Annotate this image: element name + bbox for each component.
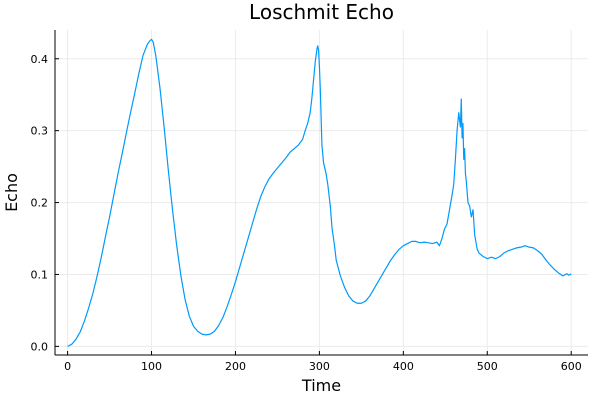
x-tick-label: 0	[64, 360, 71, 373]
x-tick-label: 400	[393, 360, 414, 373]
x-tick-label: 200	[225, 360, 246, 373]
y-axis-label: Echo	[2, 173, 21, 212]
y-tick-label: 0.0	[31, 340, 49, 353]
grid	[55, 30, 588, 355]
series	[67, 38, 572, 347]
x-axis-label: Time	[301, 376, 341, 395]
ticks: 0 100 200 300 400 500 600 0.0 0.1 0.2 0.3 0.4	[31, 53, 582, 373]
x-tick-label: 600	[561, 360, 582, 373]
y-tick-label: 0.4	[31, 53, 49, 66]
y-tick-label: 0.2	[31, 197, 49, 210]
x-tick-label: 100	[141, 360, 162, 373]
y-tick-label: 0.1	[31, 268, 49, 281]
x-tick-label: 300	[309, 360, 330, 373]
chart-title: Loschmit Echo	[249, 0, 394, 24]
x-tick-label: 500	[477, 360, 498, 373]
axes	[54, 30, 588, 356]
y-tick-label: 0.3	[31, 125, 49, 138]
series-line-1	[67, 38, 572, 347]
